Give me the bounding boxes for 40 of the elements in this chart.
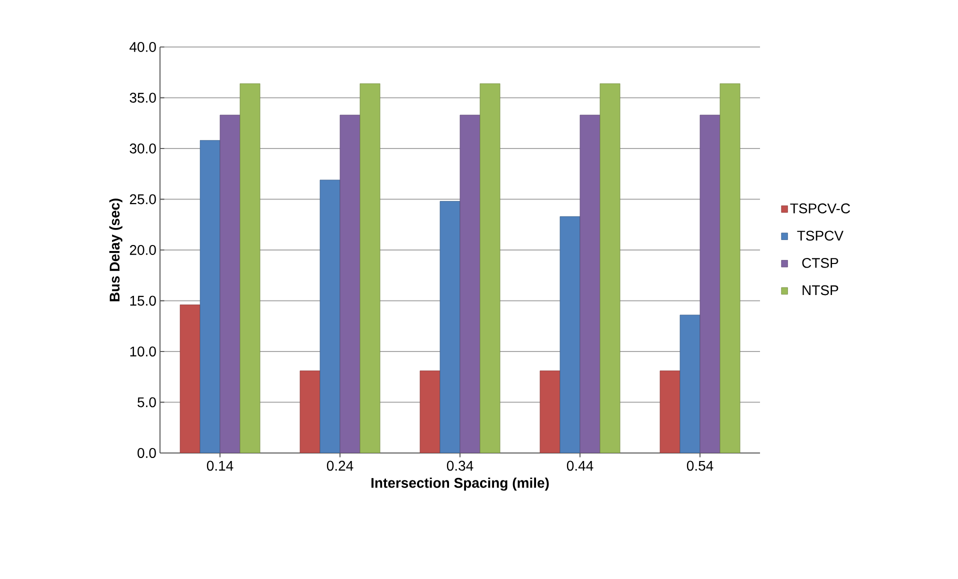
bar (600, 83, 620, 453)
bar (240, 83, 260, 453)
y-axis-title: Bus Delay (sec) (109, 198, 122, 302)
bar (540, 370, 560, 453)
bar (440, 201, 460, 453)
y-tick-label: 10.0 (130, 346, 156, 356)
bar (320, 180, 340, 453)
bar (480, 83, 500, 453)
bar (360, 83, 380, 453)
bar (560, 216, 580, 453)
bar (340, 114, 360, 453)
bar (720, 83, 740, 453)
bar (580, 114, 600, 453)
legend-label: TSPCV-C (790, 203, 850, 214)
y-tick-label: 15.0 (130, 296, 156, 306)
legend-label: TSPCV (797, 230, 844, 241)
bar (460, 114, 480, 453)
x-tick-label: 0.54 (686, 460, 714, 471)
bar (300, 370, 320, 453)
bar (180, 304, 200, 453)
x-tick-label: 0.24 (326, 460, 354, 471)
x-tick-label: 0.44 (566, 460, 594, 471)
y-tick-label: 20.0 (130, 245, 156, 255)
bar (700, 114, 720, 453)
y-tick-label: 5.0 (138, 397, 156, 408)
y-tick-label: 35.0 (130, 92, 156, 103)
y-tick-label: 25.0 (130, 194, 156, 204)
x-tick-label: 0.34 (446, 460, 474, 471)
bar (680, 314, 700, 453)
bar (200, 140, 220, 453)
y-tick-label: 30.0 (130, 144, 156, 154)
bar (220, 114, 240, 453)
y-tick-label: 40.0 (130, 42, 156, 52)
bar (420, 370, 440, 453)
legend-label: NTSP (802, 285, 838, 296)
bar (660, 370, 680, 453)
x-axis-title: Intersection Spacing (mile) (371, 478, 549, 491)
x-tick-label: 0.14 (206, 460, 234, 471)
y-tick-label: 0.0 (138, 448, 156, 458)
legend-label: CTSP (802, 258, 838, 268)
